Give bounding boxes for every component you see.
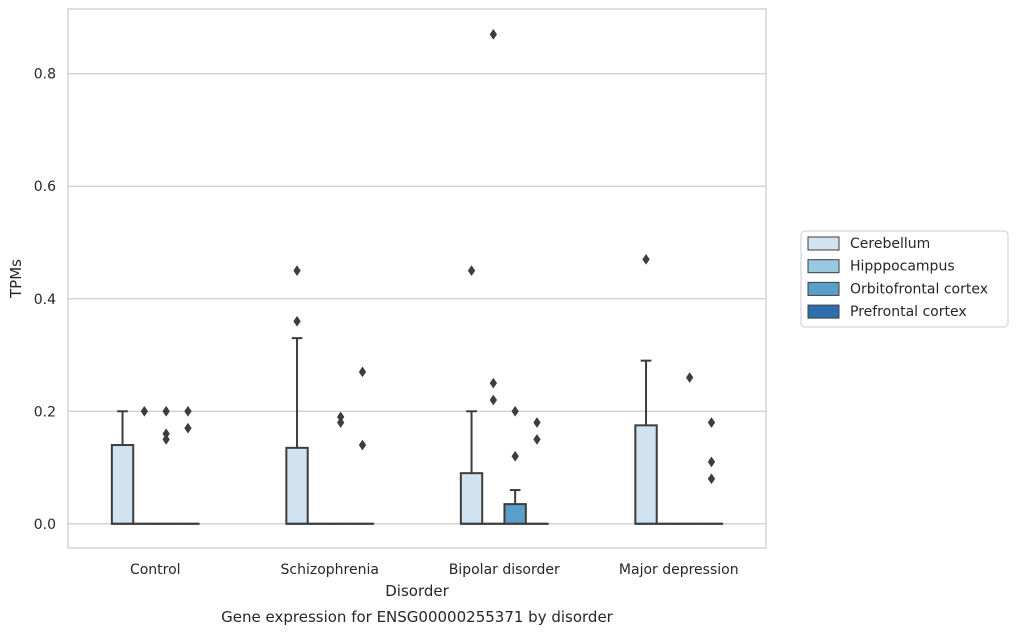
box [503, 503, 527, 525]
y-tick-label: 0.8 [34, 67, 56, 83]
x-tick-label: Schizophrenia [281, 562, 379, 578]
x-tick-label: Control [130, 562, 181, 578]
y-tick-label: 0.0 [34, 517, 56, 533]
legend-label: Hipppocampus [850, 259, 955, 275]
x-tick-label: Bipolar disorder [449, 562, 560, 578]
outlier-point [511, 405, 519, 417]
legend-swatch [807, 304, 840, 319]
outlier-point [685, 372, 694, 383]
outlier-point [707, 417, 716, 428]
legend-label: Prefrontal cortex [850, 304, 967, 320]
x-axis-ticks: Control Schizophrenia Bipolar disorder Majo… [130, 562, 739, 578]
outlier-point [467, 265, 476, 277]
legend-frame [800, 230, 1009, 328]
outlier-point [336, 417, 345, 428]
legend-swatch [807, 281, 840, 296]
outlier-point [293, 315, 301, 327]
outlier-point [511, 450, 519, 462]
legend-swatch [807, 259, 840, 274]
y-axis-label: TPMs [7, 259, 25, 299]
outlier-point [140, 405, 149, 417]
legend: Cerebellum Hipppocampus Orbitofrontal cort… [800, 230, 1009, 328]
box [459, 472, 484, 525]
series-orbitofrontal-cortex [154, 372, 702, 525]
box [285, 446, 309, 525]
outlier-point [707, 456, 716, 468]
box [634, 424, 658, 525]
outlier-point [533, 433, 541, 445]
x-axis-label: Disorder [385, 582, 449, 600]
outlier-point [489, 28, 498, 40]
chart-title: Gene expression for ENSG00000255371 by d… [221, 608, 614, 626]
outlier-point [358, 439, 367, 451]
legend-label: Cerebellum [850, 236, 930, 252]
outlier-point [184, 405, 192, 417]
x-tick-label: Major depression [619, 562, 739, 578]
outlier-point [533, 417, 541, 428]
outlier-point [707, 473, 716, 485]
box [110, 444, 135, 525]
y-tick-label: 0.6 [34, 179, 56, 195]
series-hipppocampus [132, 28, 680, 525]
y-axis-ticks: 0.0 0.2 0.4 0.6 0.8 [34, 67, 56, 533]
outlier-point [293, 265, 301, 277]
legend-swatch [807, 236, 840, 251]
outlier-point [162, 405, 170, 417]
gridlines [68, 73, 766, 525]
y-tick-label: 0.4 [34, 292, 56, 308]
series-prefrontal-cortex [176, 366, 724, 525]
outlier-point [358, 366, 367, 378]
outlier-point [184, 422, 192, 434]
outlier-point [642, 253, 650, 265]
box-plot-series [110, 28, 724, 525]
series-cerebellum [110, 253, 658, 525]
outlier-point [489, 377, 498, 389]
outlier-point [162, 433, 170, 445]
y-tick-label: 0.2 [34, 404, 56, 420]
outlier-point [489, 394, 498, 406]
legend-label: Orbitofrontal cortex [850, 281, 988, 297]
plot-area-frame [67, 8, 767, 549]
